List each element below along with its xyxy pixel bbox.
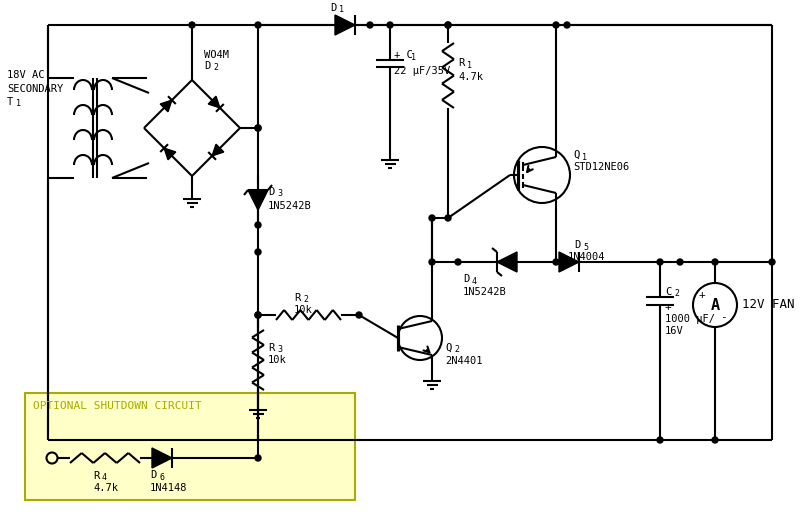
Text: 5: 5 — [583, 242, 588, 252]
Text: A: A — [710, 297, 719, 313]
Text: 1: 1 — [411, 53, 416, 61]
Polygon shape — [559, 252, 579, 272]
Text: + C: + C — [394, 50, 413, 60]
Text: 3: 3 — [277, 190, 282, 199]
Text: D: D — [268, 187, 274, 197]
Polygon shape — [497, 252, 517, 272]
Text: 1: 1 — [339, 6, 344, 15]
Text: 2: 2 — [674, 290, 679, 299]
Circle shape — [255, 22, 261, 28]
Polygon shape — [164, 148, 176, 160]
Text: D: D — [463, 274, 470, 284]
Circle shape — [387, 22, 393, 28]
Circle shape — [564, 22, 570, 28]
Text: R: R — [93, 471, 99, 481]
Text: 22 μF/35V: 22 μF/35V — [394, 66, 450, 76]
Text: D: D — [574, 240, 580, 250]
Circle shape — [255, 222, 261, 228]
Circle shape — [429, 215, 435, 221]
Text: 2: 2 — [213, 64, 218, 72]
Bar — [25, 393, 355, 500]
Text: 2: 2 — [303, 295, 308, 304]
Circle shape — [255, 455, 261, 461]
Circle shape — [429, 259, 435, 265]
Circle shape — [367, 22, 373, 28]
Text: R: R — [268, 343, 274, 353]
Polygon shape — [212, 144, 224, 156]
Text: D: D — [330, 3, 336, 13]
Polygon shape — [152, 448, 172, 468]
Circle shape — [769, 259, 775, 265]
Text: +: + — [698, 290, 706, 300]
Text: 4: 4 — [472, 277, 477, 286]
Text: 1N4004: 1N4004 — [568, 252, 606, 262]
Text: 12V FAN: 12V FAN — [742, 299, 794, 312]
Polygon shape — [208, 96, 220, 108]
Text: 4.7k: 4.7k — [458, 72, 483, 82]
Circle shape — [445, 215, 451, 221]
Text: 1: 1 — [467, 60, 472, 69]
Circle shape — [356, 312, 362, 318]
Text: Q: Q — [445, 343, 451, 353]
Text: WO4M: WO4M — [204, 50, 229, 60]
Text: 10k: 10k — [294, 305, 313, 315]
Text: 2: 2 — [454, 345, 459, 354]
Circle shape — [445, 22, 451, 28]
Text: 4: 4 — [102, 474, 107, 482]
Circle shape — [189, 22, 195, 28]
Text: D: D — [150, 470, 156, 480]
Text: 3: 3 — [277, 345, 282, 354]
Circle shape — [712, 437, 718, 443]
Circle shape — [255, 249, 261, 255]
Circle shape — [553, 22, 559, 28]
Polygon shape — [160, 100, 172, 112]
Text: 10k: 10k — [268, 355, 286, 365]
Text: -: - — [720, 312, 726, 322]
Circle shape — [255, 312, 261, 318]
Text: +: + — [665, 302, 672, 312]
Circle shape — [553, 259, 559, 265]
Text: R: R — [458, 58, 464, 68]
Text: 18V AC: 18V AC — [7, 70, 45, 80]
Text: C: C — [665, 287, 671, 297]
Circle shape — [255, 196, 261, 202]
Text: T: T — [7, 97, 14, 107]
Text: 16V: 16V — [665, 326, 684, 336]
Text: Q: Q — [573, 150, 579, 160]
Text: 1N4004: 1N4004 — [326, 0, 363, 2]
Circle shape — [712, 259, 718, 265]
Circle shape — [455, 259, 461, 265]
Circle shape — [677, 259, 683, 265]
Text: STD12NE06: STD12NE06 — [573, 162, 630, 172]
Polygon shape — [335, 15, 355, 35]
Text: 1N5242B: 1N5242B — [463, 287, 506, 297]
Text: D: D — [204, 61, 210, 71]
Circle shape — [255, 125, 261, 131]
Text: SECONDARY: SECONDARY — [7, 84, 63, 94]
Text: 1000 μF/: 1000 μF/ — [665, 314, 715, 324]
Text: 1: 1 — [582, 153, 587, 162]
Text: 2N4401: 2N4401 — [445, 356, 482, 366]
Text: 6: 6 — [159, 473, 164, 481]
Circle shape — [255, 312, 261, 318]
Text: 1N4148: 1N4148 — [150, 483, 187, 493]
Text: 1N5242B: 1N5242B — [268, 201, 312, 211]
Circle shape — [657, 259, 663, 265]
Polygon shape — [248, 190, 268, 210]
Text: R: R — [294, 293, 300, 303]
Circle shape — [657, 437, 663, 443]
Text: 1: 1 — [16, 100, 21, 108]
Text: OPTIONAL SHUTDOWN CIRCUIT: OPTIONAL SHUTDOWN CIRCUIT — [33, 401, 202, 411]
Circle shape — [445, 22, 451, 28]
Circle shape — [255, 125, 261, 131]
Text: 4.7k: 4.7k — [93, 483, 118, 493]
